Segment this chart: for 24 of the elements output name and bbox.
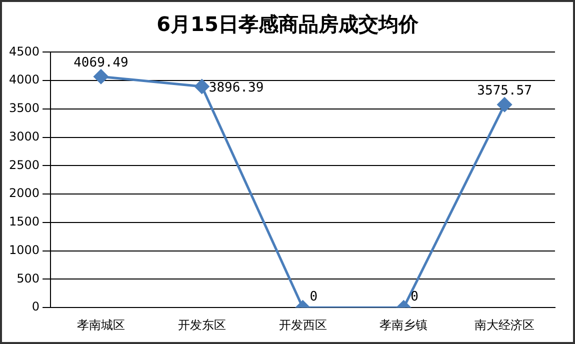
data-label: 3896.39 xyxy=(208,80,264,96)
y-tick-label: 2500 xyxy=(8,158,40,172)
y-tick-label: 500 xyxy=(16,271,40,286)
data-label: 0 xyxy=(410,289,418,304)
x-tick-label: 孝南城区 xyxy=(76,318,125,332)
y-tick-label: 1500 xyxy=(8,214,40,229)
x-tick-label: 南大经济区 xyxy=(474,318,535,332)
point xyxy=(194,79,210,94)
x-tick-label: 开发西区 xyxy=(278,318,327,332)
x-tick-label: 孝南乡镇 xyxy=(380,318,428,332)
y-tick-label: 3000 xyxy=(8,129,40,144)
point xyxy=(497,97,512,112)
y-tick-label: 4000 xyxy=(8,72,40,87)
chart-title: 6月15日孝感商品房成交均价 xyxy=(156,11,420,38)
y-tick-label: 1000 xyxy=(8,242,40,257)
point xyxy=(94,69,108,84)
data-label: 0 xyxy=(310,289,318,304)
data-label: 4069.49 xyxy=(74,56,128,71)
x-tick-label: 开发东区 xyxy=(178,318,226,332)
data-label: 3575.57 xyxy=(477,84,532,99)
y-tick-label: 0 xyxy=(32,300,40,314)
y-tick-label: 2000 xyxy=(8,186,40,200)
y-tick-label: 4500 xyxy=(8,44,40,58)
y-tick-label: 3500 xyxy=(8,101,40,116)
